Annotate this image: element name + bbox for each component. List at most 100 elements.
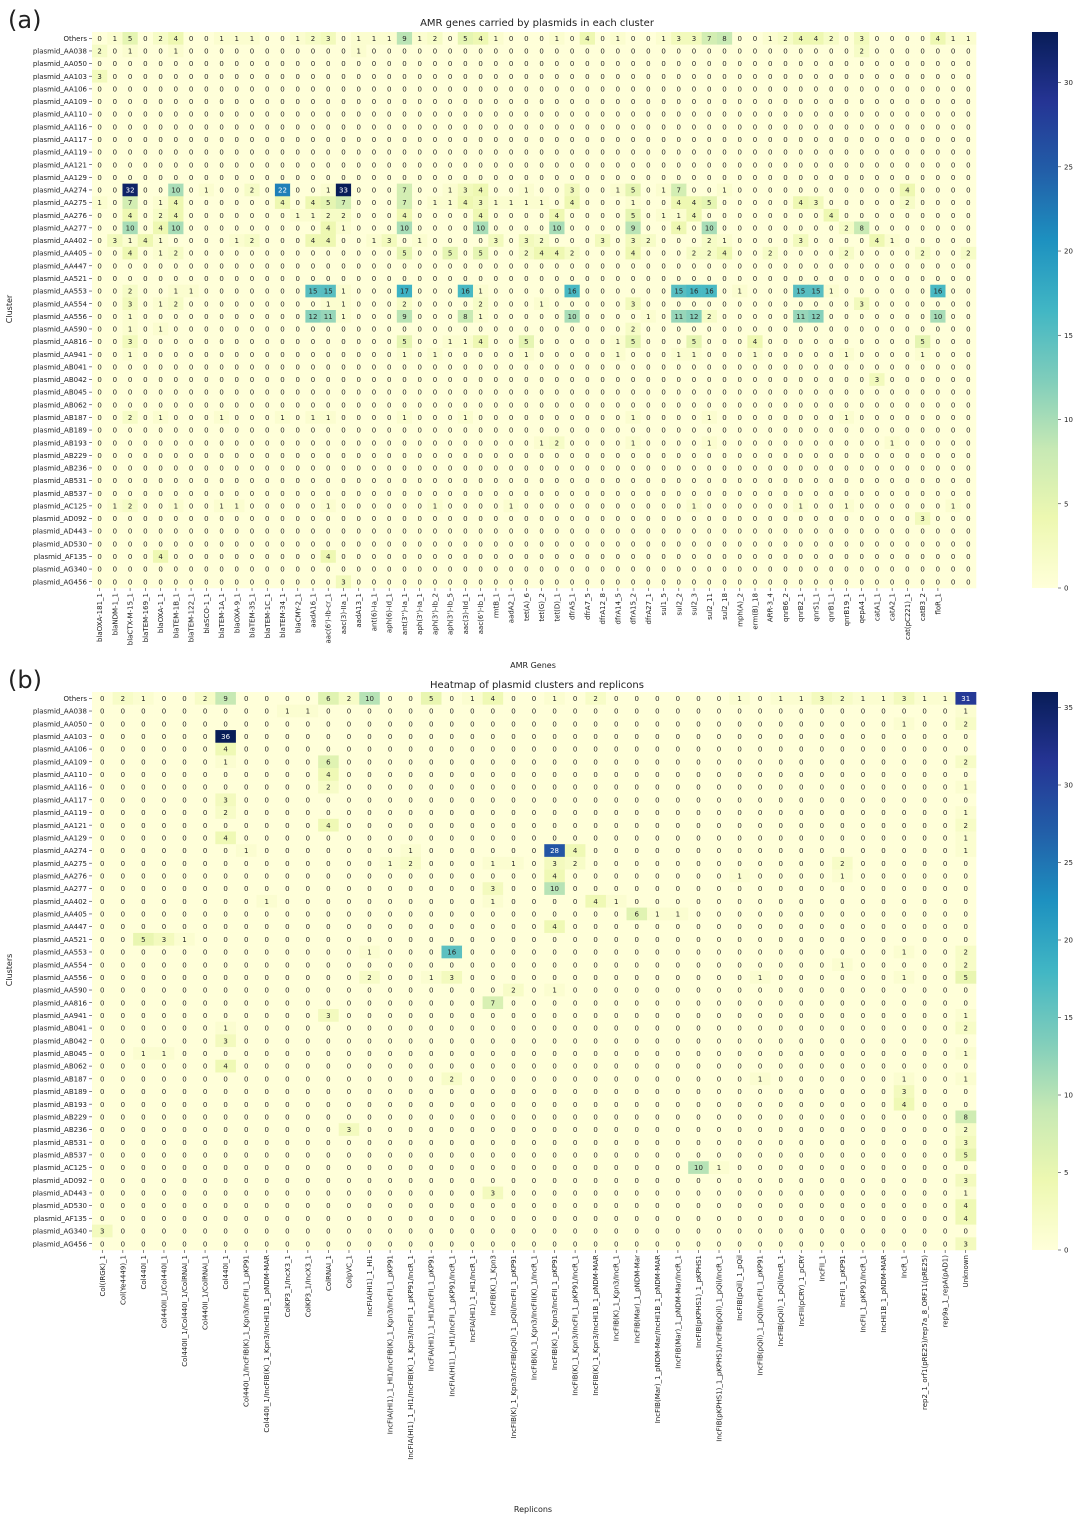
heatmap-a-cell-value: 0 [235, 313, 239, 321]
heatmap-a-cell-value: 1 [524, 351, 528, 359]
heatmap-a-cell-value: 5 [448, 250, 452, 258]
heatmap-a-cell-value: 0 [875, 326, 879, 334]
heatmap-a-cell-value: 0 [859, 439, 863, 447]
heatmap-a-cell-value: 0 [143, 136, 147, 144]
heatmap-a-cell-value: 0 [951, 515, 955, 523]
heatmap-a-cell-value: 0 [738, 528, 742, 536]
heatmap-a-cell-value: 0 [280, 262, 284, 270]
heatmap-a-cell-value: 0 [97, 237, 101, 245]
heatmap-a-cell [899, 44, 916, 58]
heatmap-a-cell-value: 0 [296, 326, 300, 334]
heatmap-a-cell-value: 0 [97, 490, 101, 498]
heatmap-a-cell-value: 1 [707, 439, 711, 447]
heatmap-a-cell-value: 0 [524, 502, 528, 510]
heatmap-a-cell-value: 0 [951, 85, 955, 93]
heatmap-a-cell-value: 0 [570, 73, 574, 81]
heatmap-a-cell-value: 0 [600, 313, 604, 321]
heatmap-a-cell-value: 0 [631, 477, 635, 485]
heatmap-a-cell-value: 0 [738, 338, 742, 346]
heatmap-a-cell-value: 2 [539, 237, 543, 245]
heatmap-a-cell-value: 0 [905, 174, 909, 182]
heatmap-a-cell [747, 44, 763, 58]
heatmap-a-cell-value: 0 [570, 477, 574, 485]
heatmap-a-cell-value: 1 [707, 414, 711, 422]
heatmap-a-cell-value: 0 [753, 401, 757, 409]
heatmap-a-cell-value: 0 [920, 288, 924, 296]
heatmap-a-cell-value: 0 [326, 161, 330, 169]
heatmap-a-cell-value: 0 [753, 452, 757, 460]
heatmap-a-cell-value: 0 [859, 566, 863, 574]
heatmap-a-cell-value: 4 [311, 199, 316, 207]
heatmap-a-cell-value: 0 [555, 427, 559, 435]
heatmap-a-cell-value: 0 [859, 212, 863, 220]
heatmap-a-cell-value: 0 [509, 262, 513, 270]
heatmap-a-cell-value: 0 [890, 250, 894, 258]
heatmap-a-cell-value: 7 [707, 35, 711, 43]
heatmap-a-cell-value: 9 [402, 313, 406, 321]
heatmap-a-cell-value: 0 [235, 490, 239, 498]
heatmap-a-cell-value: 0 [219, 515, 223, 523]
heatmap-a-cell-value: 0 [189, 111, 193, 119]
heatmap-a-cell-value: 0 [524, 300, 528, 308]
heatmap-a-cell-value: 0 [753, 237, 757, 245]
heatmap-a-cell-value: 0 [905, 465, 909, 473]
heatmap-a-cell-value: 0 [326, 275, 330, 283]
heatmap-a-cell-value: 8 [722, 35, 726, 43]
heatmap-a-cell-value: 0 [189, 414, 193, 422]
heatmap-a-cell-value: 0 [692, 439, 696, 447]
heatmap-a-cell-value: 0 [844, 452, 848, 460]
heatmap-a-cell-value: 0 [814, 98, 818, 106]
heatmap-a-cell-value: 0 [387, 465, 391, 473]
heatmap-a-cell-value: 0 [478, 477, 482, 485]
heatmap-a-cell-value: 0 [524, 275, 528, 283]
heatmap-a-cell-value: 10 [126, 224, 135, 232]
heatmap-a-cell-value: 0 [463, 300, 467, 308]
heatmap-a-cell-value: 0 [296, 288, 300, 296]
heatmap-a-cell-value: 0 [585, 199, 589, 207]
heatmap-a-cell-value: 0 [463, 515, 467, 523]
heatmap-a-cell-value: 0 [417, 338, 421, 346]
heatmap-a-cell-value: 0 [113, 98, 117, 106]
heatmap-a-cell-value: 0 [296, 540, 300, 548]
heatmap-a-cell-value: 0 [753, 528, 757, 536]
heatmap-a-cell-value: 0 [326, 326, 330, 334]
heatmap-a-cell-value: 0 [372, 528, 376, 536]
heatmap-a-cell [823, 44, 840, 58]
heatmap-a-cell-value: 0 [539, 60, 543, 68]
heatmap-a-cell-value: 0 [722, 262, 726, 270]
heatmap-a-cell-value: 0 [189, 136, 193, 144]
heatmap-a-cell-value: 1 [844, 502, 848, 510]
heatmap-a-cell-value: 4 [311, 237, 316, 245]
heatmap-a-cell-value: 0 [174, 326, 178, 334]
heatmap-a-cell-value: 0 [356, 111, 360, 119]
heatmap-a-cell-value: 0 [768, 224, 772, 232]
heatmap-a-cell-value: 0 [356, 187, 360, 195]
heatmap-a-cell-value: 3 [387, 237, 391, 245]
heatmap-a-cell-value: 0 [966, 48, 970, 56]
heatmap-a-cell-value: 0 [798, 98, 802, 106]
heatmap-a-cell-value: 2 [478, 300, 482, 308]
heatmap-a-cell-value: 0 [829, 566, 833, 574]
heatmap-a-cell-value: 0 [936, 73, 940, 81]
heatmap-a-cell-value: 0 [235, 401, 239, 409]
heatmap-a-cell-value: 0 [509, 490, 513, 498]
heatmap-a-cell-value: 1 [433, 351, 437, 359]
heatmap-a-cell-value: 0 [509, 439, 513, 447]
heatmap-a-cell-value: 0 [387, 275, 391, 283]
heatmap-a-cell-value: 0 [417, 326, 421, 334]
heatmap-a-cell [290, 44, 306, 58]
heatmap-a-cell-value: 0 [661, 363, 665, 371]
heatmap-a-cell-value: 4 [128, 212, 133, 220]
heatmap-a-cell-value: 0 [250, 414, 254, 422]
heatmap-a-cell-value: 0 [646, 98, 650, 106]
heatmap-a-cell-value: 0 [829, 528, 833, 536]
heatmap-a-cell-value: 0 [707, 60, 711, 68]
heatmap-a-cell [320, 32, 337, 45]
heatmap-a-cell-value: 0 [356, 401, 360, 409]
heatmap-a-cell-value: 4 [326, 224, 331, 232]
heatmap-a-cell-value: 0 [463, 477, 467, 485]
heatmap-a-cell-value: 0 [692, 401, 696, 409]
heatmap-a-cell-value: 0 [341, 136, 345, 144]
heatmap-a-cell-value: 0 [524, 111, 528, 119]
heatmap-a-cell-value: 0 [783, 553, 787, 561]
